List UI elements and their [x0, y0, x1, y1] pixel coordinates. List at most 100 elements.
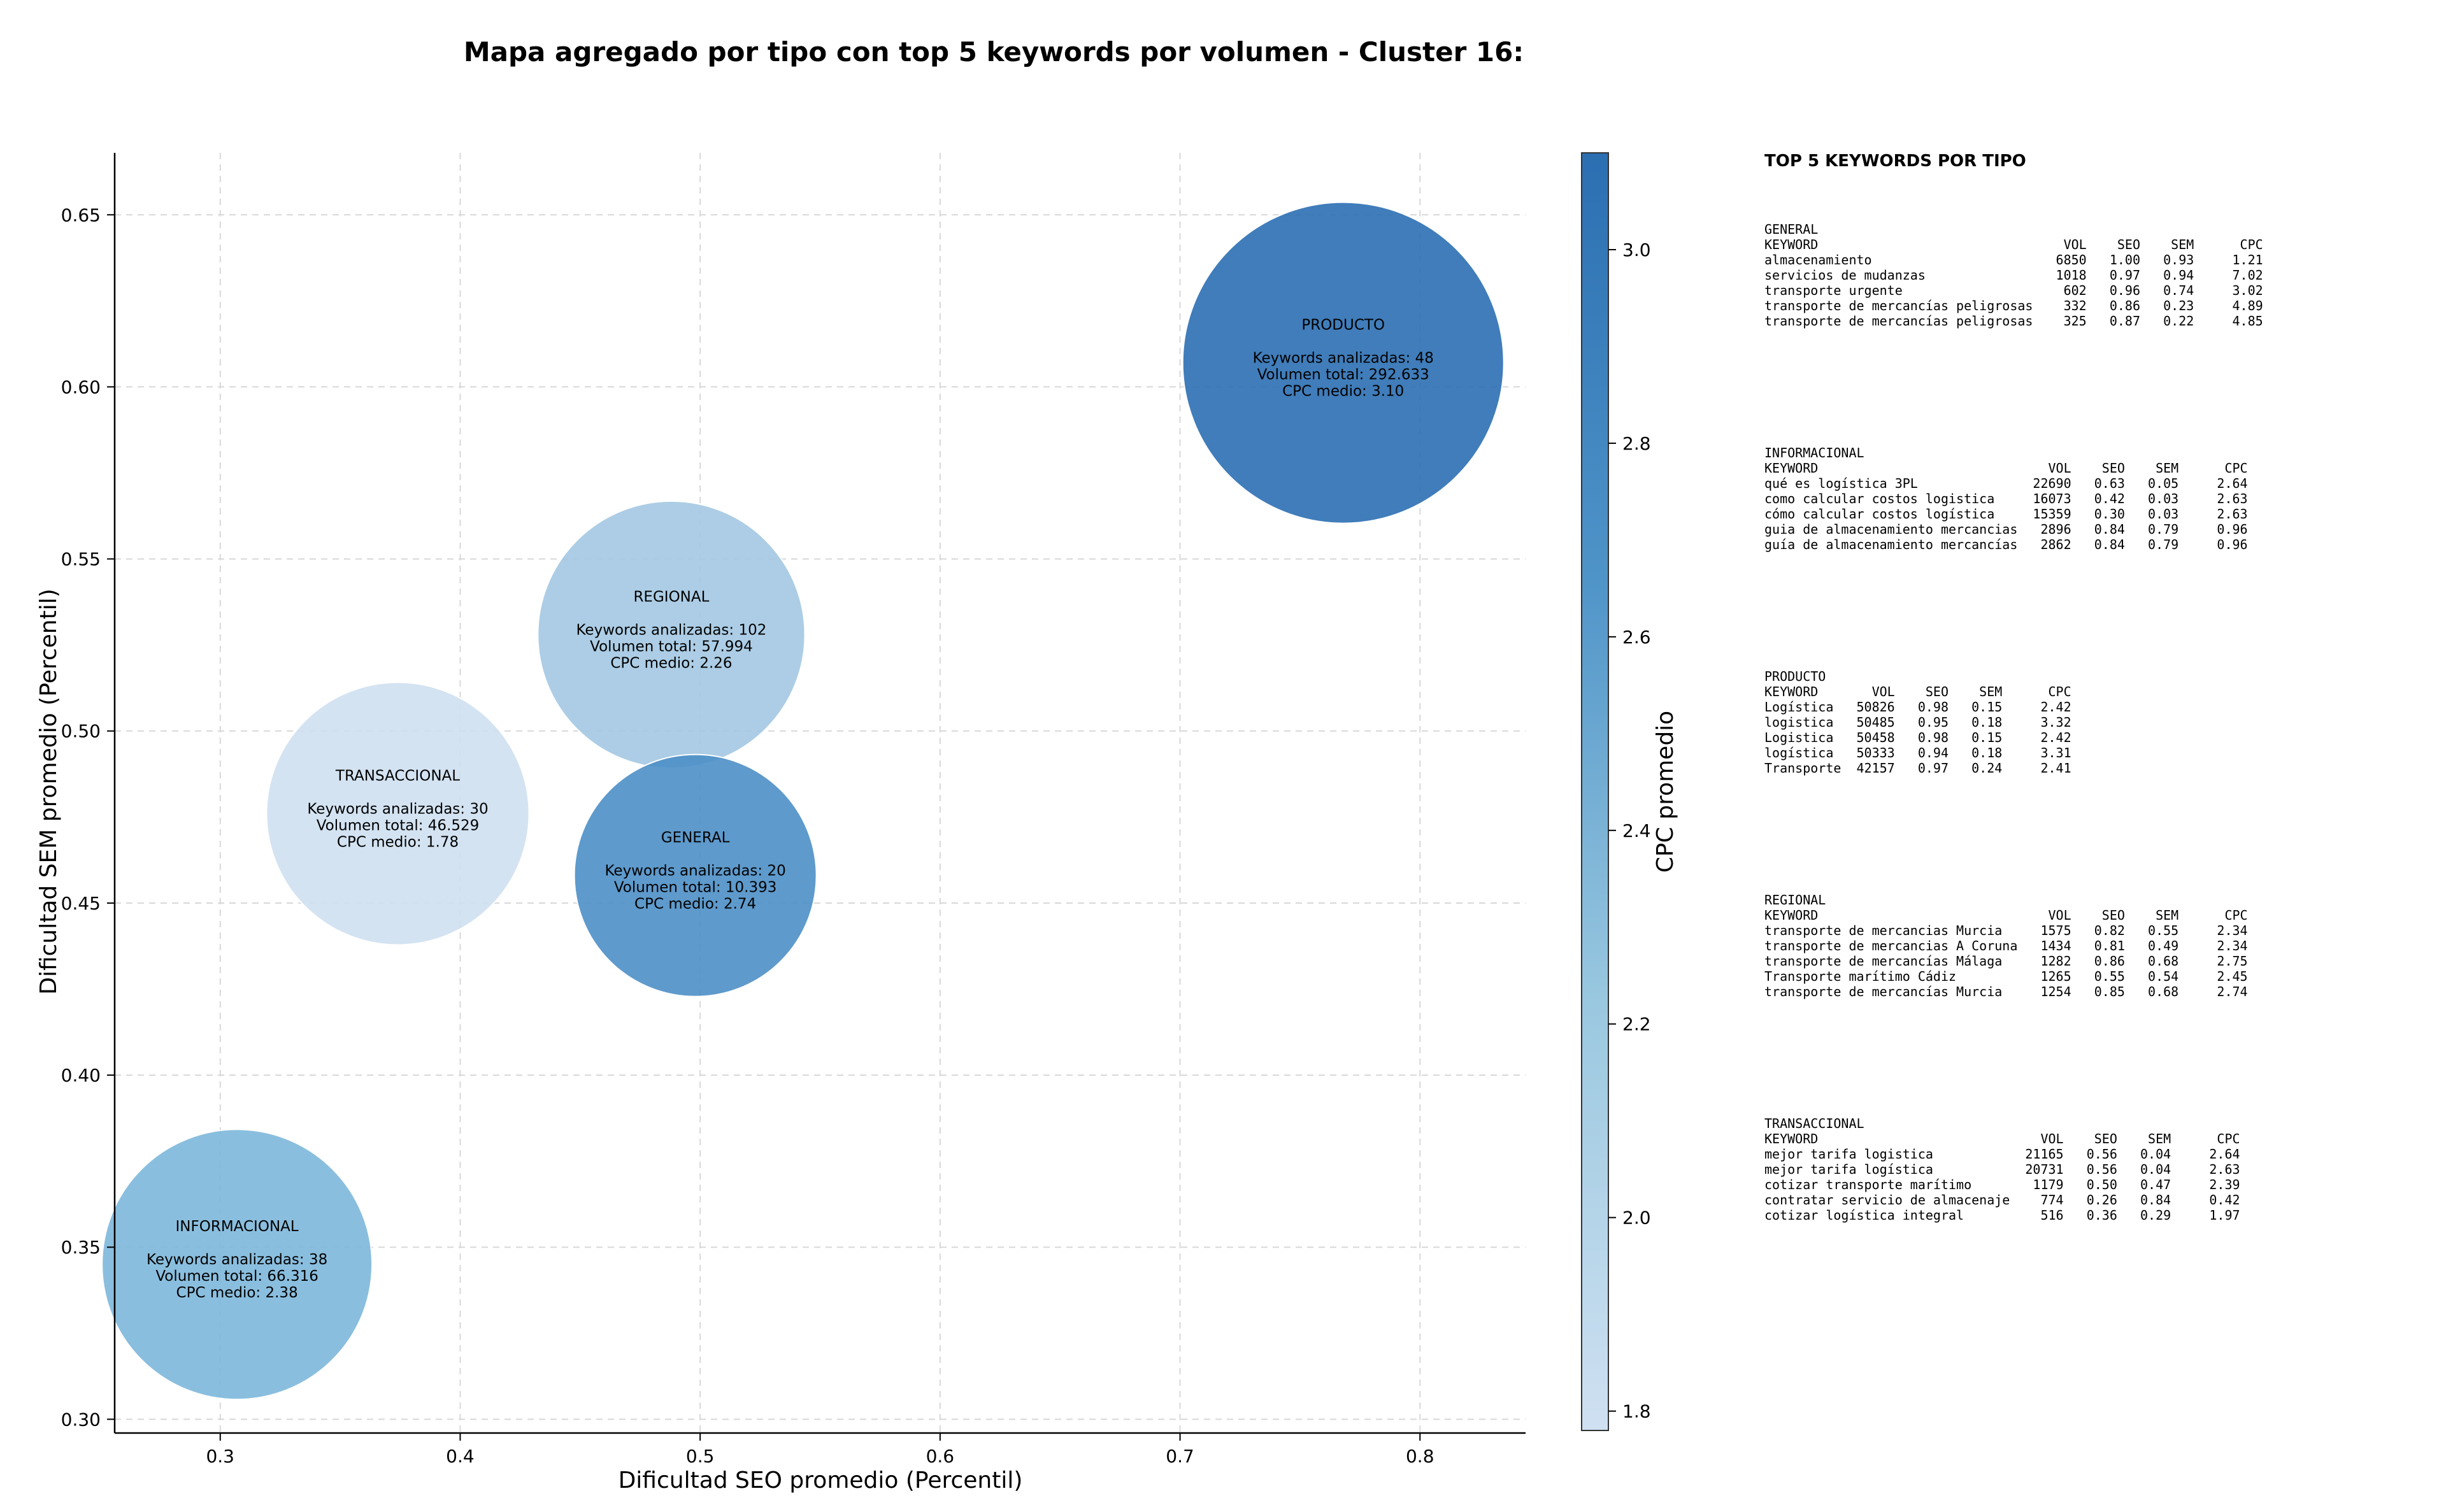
colorbar: 1.8 2.0 2.2 2.4 2.6 2.8 3.0 [1581, 152, 1651, 1431]
panel-keyword-row: transporte de mercancías Murcia 1254 0.8… [1764, 984, 2248, 999]
panel-keyword-row: servicios de mudanzas 1018 0.97 0.94 7.0… [1764, 267, 2263, 283]
panel-keyword-row: cotizar logística integral 516 0.36 0.29… [1764, 1208, 2240, 1223]
panel-column-headers: KEYWORD VOL SEO SEM CPC [1764, 908, 2248, 923]
bubble-keywords-label: Keywords analizadas: 102 [576, 622, 767, 638]
y-tick-label: 0.35 [61, 1237, 101, 1258]
y-tick-label: 0.40 [61, 1065, 101, 1086]
panel-group-name: PRODUCTO [1764, 669, 1826, 684]
x-tick-label: 0.7 [1166, 1446, 1194, 1467]
chart-title: Mapa agregado por tipo con top 5 keyword… [464, 36, 1524, 68]
panel-keyword-row: transporte de mercancías Málaga 1282 0.8… [1764, 953, 2248, 969]
panel-keyword-row: guia de almacenamiento mercancias 2896 0… [1764, 522, 2248, 537]
panel-keyword-row: qué es logística 3PL 22690 0.63 0.05 2.6… [1764, 476, 2248, 491]
y-tick-label: 0.65 [61, 204, 101, 225]
bubble-circle [101, 1129, 373, 1401]
panel-keyword-row: contratar servicio de almacenaje 774 0.2… [1764, 1192, 2240, 1208]
bubble-keywords-label: Keywords analizadas: 30 [307, 801, 488, 817]
bubble-circle [266, 681, 530, 946]
panel-keyword-row: mejor tarifa logística 20731 0.56 0.04 2… [1764, 1162, 2240, 1177]
axes-layer: 0.3 0.4 0.5 0.6 0.7 0.8 0.30 0.35 0.40 0.45 0.50 0.… [61, 153, 1526, 1467]
bubble-type-label: GENERAL [661, 830, 730, 846]
colorbar-tick-label: 2.8 [1622, 433, 1651, 454]
bubble-keywords-label: Keywords analizadas: 38 [147, 1252, 327, 1268]
panel-keyword-row: Logística 50826 0.98 0.15 2.42 [1764, 699, 2071, 715]
panel-keyword-row: transporte de mercancias Murcia 1575 0.8… [1764, 923, 2248, 938]
bubble-cpc-label: CPC medio: 2.38 [176, 1285, 298, 1301]
panel-keyword-row: Transporte marítimo Cádiz 1265 0.55 0.54… [1764, 969, 2248, 984]
bubble-keywords-label: Keywords analizadas: 20 [604, 863, 785, 880]
bubble-regional: REGIONAL Keywords analizadas: 102Volumen … [537, 500, 806, 769]
y-tick-label: 0.45 [61, 893, 101, 914]
colorbar-label: CPC promedio [1652, 711, 1678, 873]
bubble-type-label: PRODUCTO [1301, 317, 1385, 334]
x-tick-label: 0.6 [926, 1446, 955, 1467]
panel-keyword-row: guía de almacenamiento mercancías 2862 0… [1764, 537, 2248, 552]
panel-column-headers: KEYWORD VOL SEO SEM CPC [1764, 1131, 2240, 1146]
bubble-volume-label: Volumen total: 46.529 [317, 817, 480, 834]
panel-keyword-row: cómo calcular costos logística 15359 0.3… [1764, 506, 2248, 522]
panel-keyword-row: logística 50333 0.94 0.18 3.31 [1764, 745, 2071, 760]
bubble-informacional: INFORMACIONAL Keywords analizadas: 38Volu… [101, 1129, 373, 1401]
bubble-type-label: REGIONAL [633, 588, 709, 605]
bubble-volume-label: Volumen total: 66.316 [155, 1268, 318, 1285]
bubble-volume-label: Volumen total: 10.393 [614, 880, 777, 896]
y-tick-label: 0.60 [61, 376, 101, 397]
y-tick-label: 0.30 [61, 1409, 101, 1430]
x-tick-label: 0.8 [1406, 1446, 1434, 1467]
panel-column-headers: KEYWORD VOL SEO SEM CPC [1764, 684, 2071, 699]
panel-title: TOP 5 KEYWORDS POR TIPO [1764, 152, 2026, 171]
x-tick-label: 0.3 [206, 1446, 234, 1467]
bubble-volume-label: Volumen total: 57.994 [590, 638, 753, 655]
colorbar-tick-label: 1.8 [1622, 1401, 1651, 1422]
bubble-keywords-label: Keywords analizadas: 48 [1253, 350, 1434, 367]
panel-keyword-row: mejor tarifa logistica 21165 0.56 0.04 2… [1764, 1146, 2240, 1162]
panel-group-name: INFORMACIONAL [1764, 445, 1864, 460]
y-tick-label: 0.50 [61, 721, 101, 742]
colorbar-gradient [1581, 152, 1609, 1431]
panel-keyword-row: transporte urgente 602 0.96 0.74 3.02 [1764, 283, 2263, 298]
bubble-cpc-label: CPC medio: 2.74 [634, 896, 756, 913]
y-tick-label: 0.55 [61, 549, 101, 570]
bubble-circle [1182, 201, 1505, 524]
bubble-cpc-label: CPC medio: 1.78 [337, 834, 459, 850]
colorbar-tick-label: 2.4 [1622, 820, 1651, 841]
panel-group-name: TRANSACCIONAL [1764, 1116, 1864, 1131]
x-tick-label: 0.5 [686, 1446, 715, 1467]
panel-keyword-row: almacenamiento 6850 1.00 0.93 1.21 [1764, 252, 2263, 267]
bubble-type-label: TRANSACCIONAL [335, 767, 460, 784]
y-axis-label: Dificultad SEM promedio (Percentil) [36, 588, 62, 995]
panel-column-headers: KEYWORD VOL SEO SEM CPC [1764, 460, 2248, 476]
bubble-volume-label: Volumen total: 292.633 [1257, 367, 1429, 383]
panel-group-name: REGIONAL [1764, 892, 1826, 908]
colorbar-tick-label: 2.6 [1622, 627, 1651, 648]
bubble-type-label: INFORMACIONAL [176, 1218, 299, 1235]
panel-keyword-row: logistica 50485 0.95 0.18 3.32 [1764, 715, 2071, 730]
panel-keyword-row: como calcular costos logistica 16073 0.4… [1764, 491, 2248, 506]
panel-keyword-row: Logistica 50458 0.98 0.15 2.42 [1764, 730, 2071, 745]
x-tick-label: 0.4 [446, 1446, 475, 1467]
panel-keyword-row: transporte de mercancías peligrosas 325 … [1764, 313, 2263, 329]
bubble-circle [573, 753, 817, 997]
colorbar-tick-label: 2.0 [1622, 1208, 1651, 1229]
colorbar-tick-label: 2.2 [1622, 1014, 1651, 1035]
panel-column-headers: KEYWORD VOL SEO SEM CPC [1764, 237, 2263, 252]
panel-group-name: GENERAL [1764, 222, 1818, 237]
bubble-transaccional: TRANSACCIONAL Keywords analizadas: 30Volu… [266, 681, 530, 946]
colorbar-tick-label: 3.0 [1622, 239, 1651, 260]
x-axis-label: Dificultad SEO promedio (Percentil) [619, 1467, 1023, 1494]
panel-keyword-row: transporte de mercancias A Coruna 1434 0… [1764, 938, 2248, 953]
panel-keyword-row: transporte de mercancías peligrosas 332 … [1764, 298, 2263, 313]
bubble-cpc-label: CPC medio: 2.26 [610, 655, 732, 671]
bubble-cpc-label: CPC medio: 3.10 [1282, 383, 1404, 400]
panel-keyword-row: Transporte 42157 0.97 0.24 2.41 [1764, 760, 2071, 776]
